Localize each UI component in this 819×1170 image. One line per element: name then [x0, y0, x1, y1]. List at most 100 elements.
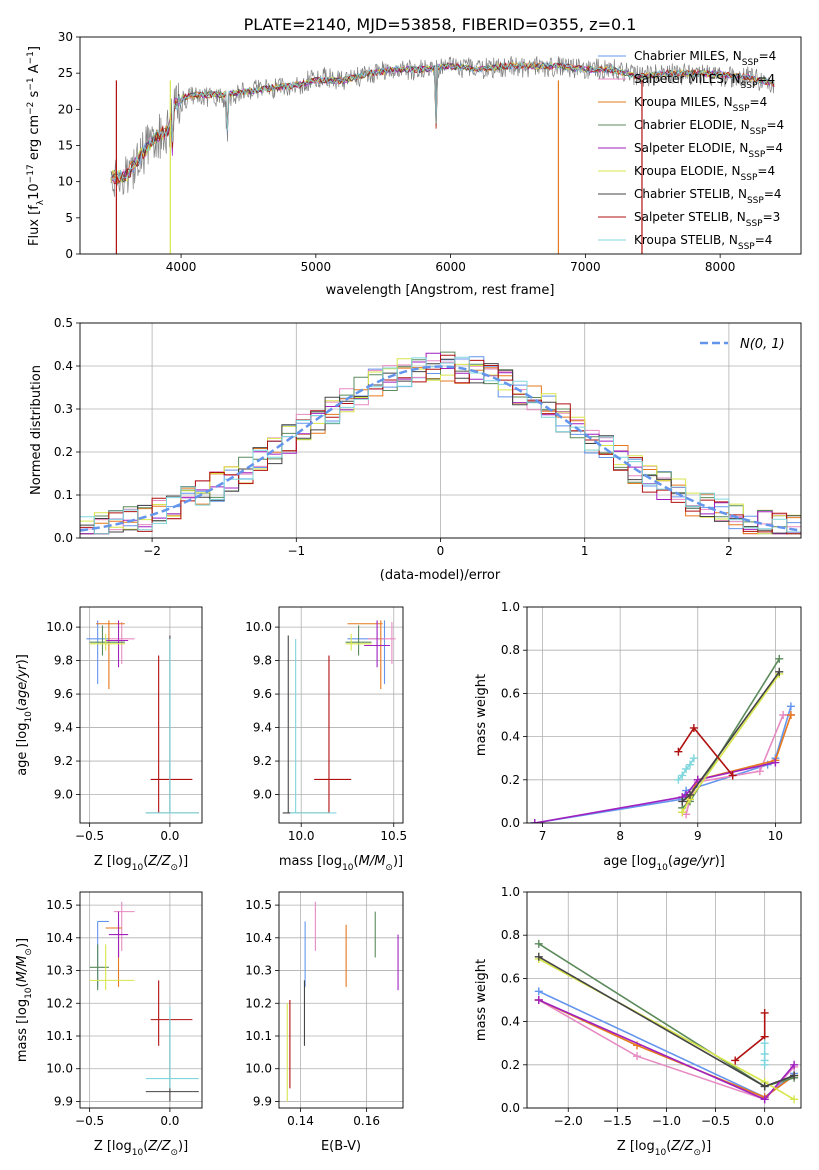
legend-entry: Chabrier MILES, NSSP=4	[634, 49, 776, 68]
residual-histogram	[80, 354, 801, 535]
model-spectrum	[110, 61, 775, 182]
y-tick-label: 9.9	[54, 1094, 73, 1108]
y-tick-label: 10.2	[245, 996, 272, 1010]
y-tick-label: 10.0	[46, 620, 73, 634]
mass-weight-marker	[534, 996, 543, 1004]
mass-weight-marker	[760, 1008, 769, 1017]
mass-weight-marker	[760, 1050, 769, 1058]
normal-curve	[80, 365, 801, 532]
y-axis-label: Flux [fλ10−17 erg cm−2 s−1 A−1]	[26, 46, 46, 246]
axes-frame	[278, 606, 404, 824]
y-tick-label: 10.4	[46, 931, 73, 945]
y-tick-label: 0.6	[501, 686, 520, 700]
mass-weight-marker	[534, 952, 543, 961]
mass-weight-marker	[760, 1082, 769, 1091]
y-axis-label: Normed distribution	[29, 365, 44, 495]
mass-weight-marker	[775, 654, 784, 663]
x-axis-label: Z [log10(Z/Z⊙)]	[617, 1139, 711, 1158]
mass-weight-marker	[790, 1071, 799, 1080]
x-tick-label: −1.5	[603, 1114, 632, 1128]
x-tick-label: 5000	[301, 260, 332, 274]
x-tick-label: 6000	[435, 260, 466, 274]
panels: 4000 5000 6000 7000 8000051015202530waveleng…	[15, 30, 802, 1158]
x-tick-label: 7000	[570, 260, 601, 274]
plot-area	[80, 351, 801, 535]
mass-weight-marker	[760, 1039, 769, 1048]
legend-entry: Chabrier ELODIE, NSSP=4	[634, 118, 784, 137]
y-tick-label: 0.5	[54, 316, 73, 330]
legend-entry: Salpeter ELODIE, NSSP=4	[634, 141, 783, 160]
y-axis-label: mass weight	[474, 674, 489, 756]
y-tick-label: 5	[65, 211, 73, 225]
y-axis-label: mass weight	[474, 959, 489, 1041]
mass-weight-marker	[790, 1060, 799, 1069]
mass-weight-marker	[678, 771, 687, 780]
panel-mass-vs-Z: −0.5 0.0 9.9 10.0 10.1 10.2 10.3 10.4 10.5 Z [log…	[15, 891, 203, 1158]
y-tick-label: 10.4	[245, 931, 272, 945]
y-axis-label: mass [log10(M/M⊙)]	[15, 938, 34, 1062]
x-tick-label: −2	[143, 544, 161, 558]
mass-weight-marker	[786, 711, 795, 719]
y-tick-label: 10.5	[245, 898, 272, 912]
y-axis-label: age [log10(age/yr)]	[15, 654, 34, 776]
x-tick-label: 8000	[705, 260, 736, 274]
y-tick-label: 9.2	[253, 754, 272, 768]
x-tick-label: 2	[725, 544, 733, 558]
y-tick-label: 0.2	[501, 1058, 520, 1072]
legend-entry: Salpeter MILES, NSSP=4	[634, 72, 775, 91]
x-tick-label: 7	[539, 829, 547, 843]
x-tick-label: 10.0	[288, 829, 315, 843]
plot-area	[530, 654, 795, 823]
x-tick-label: 1	[581, 544, 589, 558]
y-tick-label: 0.0	[501, 816, 520, 830]
mass-weight-marker	[771, 758, 780, 767]
mass-weight-marker	[674, 747, 683, 756]
y-tick-label: 9.2	[54, 754, 73, 768]
mass-weight-marker	[678, 808, 687, 817]
x-tick-label: −1	[287, 544, 305, 558]
mass-weight-marker	[775, 667, 784, 676]
y-tick-label: 30	[58, 30, 73, 44]
plot-area	[282, 620, 396, 814]
plot-area	[86, 620, 199, 814]
mass-weight-line	[534, 761, 776, 823]
y-tick-label: 9.6	[253, 687, 272, 701]
mass-weight-marker	[534, 939, 543, 948]
figure-title: PLATE=2140, MJD=53858, FIBERID=0355, z=0…	[244, 15, 637, 34]
mass-weight-marker	[682, 765, 691, 773]
y-tick-label: 10	[58, 175, 73, 189]
mass-weight-marker	[786, 702, 795, 711]
panel-residuals: −2 −1 0 1 2 0.0 0.1 0.2 0.3 0.4 0.5 N(0, 1) (data-mo…	[29, 316, 802, 583]
observed-spectrum	[110, 56, 775, 197]
panel-age-vs-Z: −0.5 0.0 9.0 9.2 9.4 9.6 9.8 10.0 Z [log10(Z/Z⊙)…	[15, 606, 203, 873]
mass-weight-line	[534, 706, 792, 823]
y-tick-label: 9.6	[54, 687, 73, 701]
x-tick-label: 9	[694, 829, 702, 843]
y-tick-label: 0.2	[54, 445, 73, 459]
panel-mass-weight-vs-Z: −2.0 −1.5 −1.0 −0.5 0.0 0.0 0.2 0.4 0.6 0.8 1.0 Z […	[474, 885, 802, 1158]
x-tick-label: 10	[768, 829, 783, 843]
x-tick-label: −0.5	[75, 1114, 104, 1128]
plot-area	[286, 901, 399, 1102]
axes-frame	[79, 322, 802, 539]
plot-area	[110, 56, 775, 254]
legend-entry: Kroupa ELODIE, NSSP=4	[634, 164, 775, 183]
y-tick-label: 9.9	[253, 1094, 272, 1108]
y-tick-label: 25	[58, 66, 73, 80]
y-tick-label: 10.0	[245, 620, 272, 634]
x-axis-label: (data-model)/error	[380, 568, 501, 583]
y-tick-label: 9.8	[54, 654, 73, 668]
mass-weight-marker	[689, 754, 698, 763]
y-tick-label: 1.0	[501, 885, 520, 899]
x-axis-label: age [log10(age/yr)]	[603, 854, 725, 873]
mass-weight-marker	[689, 723, 698, 732]
y-tick-label: 0.4	[54, 359, 73, 373]
mass-weight-marker	[534, 987, 543, 996]
y-tick-label: 9.0	[54, 788, 73, 802]
y-tick-label: 10.3	[245, 964, 272, 978]
x-tick-label: 8	[616, 829, 624, 843]
axes-frame	[79, 891, 203, 1109]
y-tick-label: 10.2	[46, 996, 73, 1010]
legend-entry: Salpeter STELIB, NSSP=3	[634, 210, 780, 229]
